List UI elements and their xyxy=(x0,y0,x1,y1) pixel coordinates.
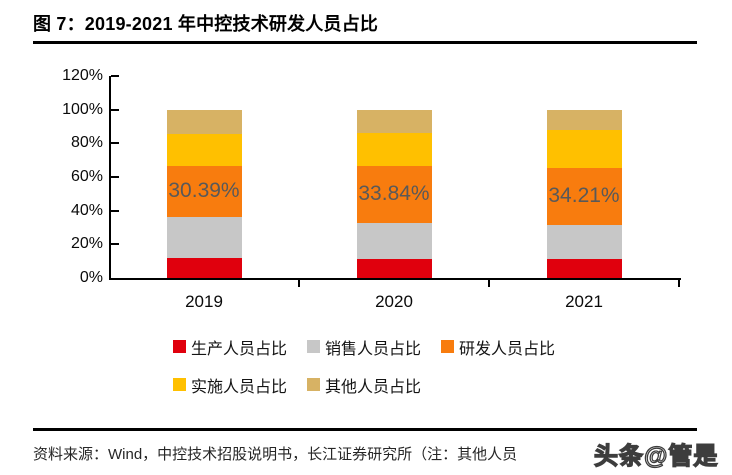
x-axis-tick xyxy=(298,278,300,287)
legend-label: 其他人员占比 xyxy=(325,378,422,396)
bar-segment-2019-3 xyxy=(166,134,242,167)
y-axis-tick xyxy=(111,75,119,77)
bar-segment-2020-3 xyxy=(356,132,432,167)
legend-label: 生产人员占比 xyxy=(191,340,288,358)
legend-item: 实施人员占比 xyxy=(173,373,287,397)
legend-swatch xyxy=(307,378,321,391)
x-axis-label: 2019 xyxy=(185,292,223,311)
y-axis-tick xyxy=(111,108,119,111)
bar-data-label: 34.21% xyxy=(548,183,620,207)
bar-segment-2019-4 xyxy=(166,109,242,135)
legend-row-2: 实施人员占比 其他人员占比 xyxy=(173,376,555,396)
y-axis-label: 0% xyxy=(79,269,103,286)
bar-segment-2021-4 xyxy=(546,109,622,130)
legend-swatch xyxy=(173,378,186,391)
y-axis-label: 80% xyxy=(70,134,103,152)
y-axis-label: 100% xyxy=(62,100,103,118)
bar-data-label: 30.39% xyxy=(168,178,240,202)
bar-segment-2020-1 xyxy=(356,223,432,260)
bar-segment-2020-4 xyxy=(356,109,432,133)
bar-data-label: 33.84% xyxy=(358,181,430,205)
legend-label: 实施人员占比 xyxy=(191,378,288,396)
bar-segment-2020-0 xyxy=(356,259,432,278)
y-axis-tick xyxy=(111,176,119,178)
y-axis-label: 120% xyxy=(62,67,103,84)
legend-item: 生产人员占比 xyxy=(173,335,287,359)
y-axis-label: 60% xyxy=(70,168,103,185)
x-axis-tick xyxy=(488,278,490,287)
chart-legend: 生产人员占比 销售人员占比 研发人员占比实施人员占比 其他人员占比 xyxy=(173,338,555,414)
bar-segment-2021-2 xyxy=(546,167,622,226)
legend-row-1: 生产人员占比 销售人员占比 研发人员占比 xyxy=(173,338,555,358)
y-axis-tick xyxy=(111,243,119,246)
bar-segment-2019-2 xyxy=(166,166,242,218)
legend-swatch xyxy=(307,340,321,353)
title-divider xyxy=(33,41,697,44)
bottom-divider xyxy=(33,428,697,431)
bar-segment-2021-3 xyxy=(546,129,622,168)
bar-segment-2019-1 xyxy=(166,217,242,258)
legend-swatch xyxy=(173,340,186,353)
bar-segment-2019-0 xyxy=(166,257,242,278)
figure-title: 图 7：2019-2021 年中控技术研发人员占比 xyxy=(33,14,379,34)
legend-item: 其他人员占比 xyxy=(307,373,421,397)
y-axis-tick xyxy=(111,142,119,145)
y-axis-line xyxy=(109,76,111,280)
source-note: 资料来源：Wind，中控技术招股说明书，长江证券研究所（注：其他人员 xyxy=(33,446,518,463)
bar-segment-2021-1 xyxy=(546,225,622,260)
legend-item: 销售人员占比 xyxy=(307,335,421,359)
y-axis-tick xyxy=(111,209,119,212)
legend-label: 研发人员占比 xyxy=(459,340,556,358)
legend-item: 研发人员占比 xyxy=(441,335,555,359)
y-axis-label: 40% xyxy=(70,201,103,219)
watermark: 头条@管是 xyxy=(593,442,719,470)
x-axis-label: 2021 xyxy=(565,292,603,311)
x-axis-line xyxy=(109,278,681,280)
x-axis-tick xyxy=(678,278,680,287)
legend-swatch xyxy=(441,340,455,353)
bar-segment-2021-0 xyxy=(546,259,622,278)
bar-segment-2020-2 xyxy=(356,166,432,224)
x-axis-label: 2020 xyxy=(375,292,413,311)
y-axis-label: 20% xyxy=(70,235,103,253)
legend-label: 销售人员占比 xyxy=(325,340,422,358)
